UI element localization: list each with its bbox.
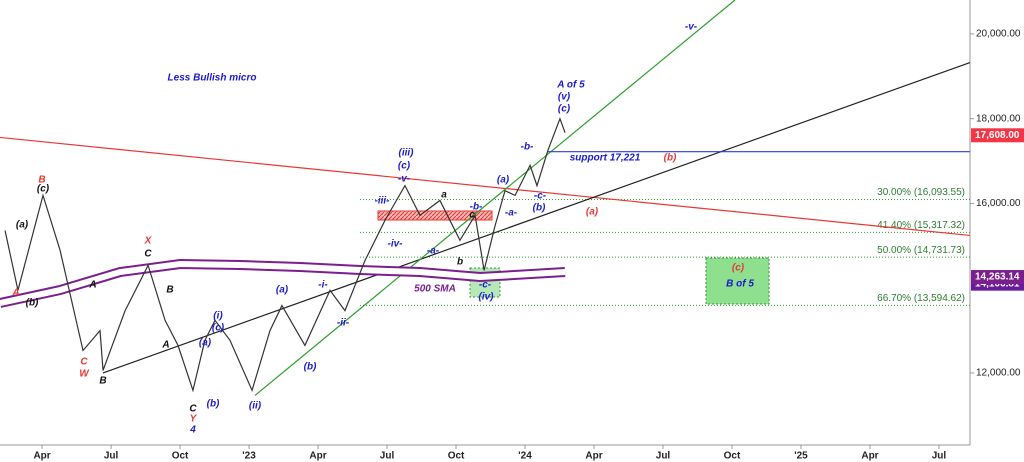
wave-label: Less Bullish micro	[168, 73, 257, 84]
wave-label: A	[161, 340, 169, 351]
wave-label: B	[99, 376, 106, 387]
price-tag	[971, 128, 1024, 143]
wave-label: (iv)	[479, 292, 495, 303]
wave-label: (v)	[558, 92, 571, 103]
wave-label: -i-	[318, 280, 328, 291]
wave-label: -iii-	[375, 196, 391, 207]
price-tag-label: 17,608.00	[975, 130, 1020, 141]
y-tick-label: 12,000.00	[976, 368, 1021, 379]
wave-label: (a)	[199, 338, 212, 349]
x-tick-label: Oct	[448, 451, 465, 462]
wave-label: (c)	[37, 184, 50, 195]
x-tick-label: Jul	[656, 451, 671, 462]
wave-label: c	[469, 210, 475, 221]
wave-label: W	[79, 369, 90, 380]
price-line	[4, 116, 566, 393]
target-box	[705, 257, 770, 305]
wave-label: (a)	[497, 175, 510, 186]
wave-label: Y	[190, 414, 198, 425]
wave-label: -c-	[534, 191, 547, 202]
wave-label: -c-	[479, 280, 492, 291]
wave-label: C	[80, 357, 88, 368]
trend-line	[0, 136, 971, 237]
wave-label: -v-	[398, 174, 411, 185]
wave-label: -a-	[427, 246, 440, 257]
price-tag	[971, 270, 1024, 285]
x-tick-label: Jul	[104, 451, 119, 462]
wave-label: B of 5	[726, 279, 754, 290]
wave-label: A	[11, 288, 19, 299]
wave-label: -ii-	[337, 318, 350, 329]
x-tick-label: Apr	[585, 451, 602, 462]
wave-label: -a-	[505, 208, 518, 219]
trend-line	[254, 0, 736, 396]
fib-label: 66.70% (13,594.62)	[877, 293, 965, 304]
price-tag-label: 14,263.14	[975, 272, 1020, 283]
wave-label: C	[144, 249, 152, 260]
y-tick-label: 16,000.00	[976, 198, 1021, 209]
fib-label: 30.00% (16,093.55)	[877, 187, 965, 198]
wave-label: B	[166, 285, 173, 296]
x-tick-label: Apr	[309, 451, 326, 462]
x-tick-label: Oct	[172, 451, 189, 462]
wave-label: A of 5	[556, 80, 585, 91]
x-tick-label: '25	[794, 451, 808, 462]
wave-label: (c)	[398, 161, 411, 172]
wave-label: -iv-	[388, 239, 404, 250]
wave-label: (c)	[558, 104, 571, 115]
wave-label: support 17,221	[570, 153, 641, 164]
wave-label: 4	[189, 425, 196, 436]
wave-label: a	[441, 190, 447, 201]
wave-label: (b)	[304, 362, 317, 373]
wave-label: -b-	[521, 142, 534, 153]
wave-label: C	[189, 404, 197, 415]
y-tick-label: 20,000.00	[976, 29, 1021, 40]
wave-label: (a)	[16, 220, 29, 231]
wave-label: (a)	[276, 285, 289, 296]
x-tick-label: Jul	[380, 451, 395, 462]
wave-label: (c)	[212, 323, 225, 334]
x-tick-label: '23	[242, 451, 256, 462]
y-tick-label: 18,000.00	[976, 113, 1021, 124]
wave-label: (i)	[213, 311, 223, 322]
wave-label: 500 SMA	[414, 284, 456, 295]
x-tick-label: Apr	[33, 451, 50, 462]
wave-label: (b)	[26, 298, 39, 309]
wave-label: B	[38, 175, 45, 186]
wave-label: (a)	[586, 207, 599, 218]
wave-label: (iii)	[399, 148, 415, 159]
wave-label: -b-	[470, 202, 483, 213]
x-tick-label: Jul	[932, 451, 947, 462]
wave-label: (b)	[664, 153, 677, 164]
fib-label: 50.00% (14,731.73)	[877, 245, 965, 256]
wave-label: (ii)	[249, 401, 262, 412]
wave-label: b	[457, 257, 463, 268]
wave-label: (b)	[207, 399, 220, 410]
wave-label: X	[144, 236, 153, 247]
wave-label: (b)	[533, 203, 546, 214]
x-tick-label: Apr	[861, 451, 878, 462]
wave-label: (c)	[732, 263, 745, 274]
resistance-zone	[377, 210, 493, 221]
x-tick-label: Oct	[724, 451, 741, 462]
fib-label: 41.40% (15,317.32)	[877, 220, 965, 231]
x-tick-label: '24	[518, 451, 532, 462]
wave-label: A	[88, 280, 96, 291]
trend-line	[102, 61, 971, 374]
sma-inner	[0, 261, 566, 306]
wave-label: -v-	[685, 22, 698, 33]
